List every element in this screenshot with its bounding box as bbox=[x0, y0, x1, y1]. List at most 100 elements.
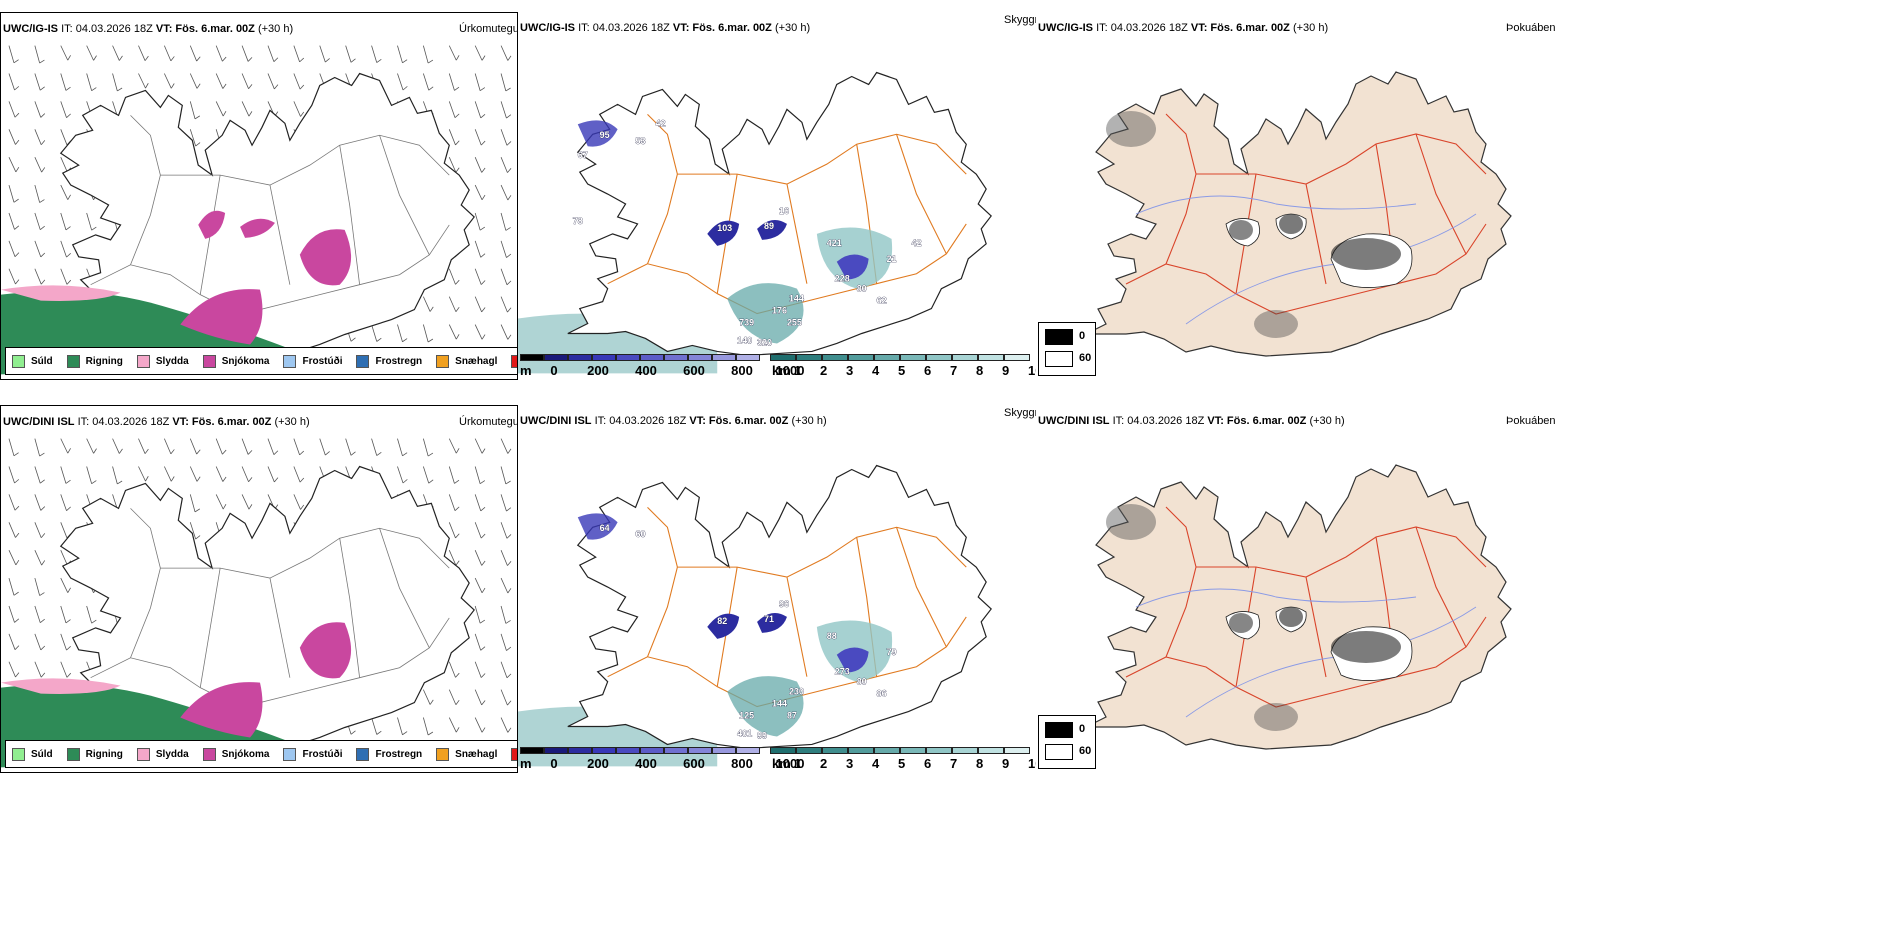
visibility-unit: km bbox=[772, 756, 791, 771]
snow-depth-label: 71 bbox=[764, 614, 774, 624]
visibility-tick: 7 bbox=[950, 363, 958, 378]
snow-depth-label: 255 bbox=[787, 318, 802, 328]
visibility-tick: 8 bbox=[976, 363, 984, 378]
legend-item: Frostúði bbox=[283, 747, 342, 761]
precip-map bbox=[1, 45, 512, 375]
snow-depth-ticks: m 0 200 400 600 800 1000 bbox=[520, 756, 814, 771]
legend-item: Haglél bbox=[511, 354, 517, 368]
field-title: Skyggni bbox=[1004, 14, 1036, 26]
legend-label: Súld bbox=[31, 355, 53, 367]
snow-depth-label: 67 bbox=[578, 150, 588, 160]
fog-index-legend: 0 60 bbox=[1038, 715, 1096, 769]
panel-title: UWC/IG-IS IT: 04.03.2026 18Z VT: Fös. 6.… bbox=[1038, 22, 1328, 34]
sleet-area bbox=[1, 285, 121, 301]
panel-title: UWC/IG-IS IT: 04.03.2026 18Z VT: Fös. 6.… bbox=[3, 23, 293, 35]
precip-type-legend: Súld Rigning Slydda Snjókoma Frostúði Frostre… bbox=[5, 740, 517, 768]
visibility-tick: 7 bbox=[950, 756, 958, 771]
snow-tick: 600 bbox=[683, 756, 705, 771]
snow-depth-label: 401 bbox=[737, 728, 752, 738]
snow-unit: m bbox=[520, 363, 532, 378]
init-time: IT: 04.03.2026 18Z bbox=[77, 416, 170, 428]
snow-depth-colorbar bbox=[520, 354, 760, 361]
legend-label: Slydda bbox=[155, 355, 189, 367]
fog-map bbox=[1085, 71, 1512, 357]
field-title: Þokuábendi bbox=[1506, 415, 1556, 427]
snow-depth-label: 176 bbox=[772, 306, 787, 316]
snow-depth-label: 88 bbox=[827, 631, 837, 641]
snow-tick: 1000 bbox=[775, 363, 805, 378]
snow-depth-label: 320 bbox=[757, 337, 772, 347]
valid-time: VT: Fös. 6.mar. 00Z bbox=[1207, 415, 1307, 427]
legend-label: Frostregn bbox=[375, 748, 423, 760]
legend-label: Snæhagl bbox=[455, 748, 498, 760]
legend-swatch bbox=[202, 747, 216, 761]
fog-map-panel: UWC/DINI ISL IT: 04.03.2026 18Z VT: Fös.… bbox=[1036, 405, 1556, 773]
snow-depth-label: 79 bbox=[887, 647, 897, 657]
snow-depth-label: 144 bbox=[772, 699, 787, 709]
lead-time: (+30 h) bbox=[274, 416, 310, 428]
fog-index-legend: 0 60 bbox=[1038, 322, 1096, 376]
snow-depth-label: 125 bbox=[739, 711, 754, 721]
visibility-tick: 6 bbox=[924, 756, 932, 771]
fog-legend-swatch bbox=[1045, 329, 1073, 345]
legend-label: Súld bbox=[31, 748, 53, 760]
panel-title: UWC/DINI ISL IT: 04.03.2026 18Z VT: Fös.… bbox=[3, 416, 310, 428]
legend-item: Frostregn bbox=[356, 747, 423, 761]
snow-depth-ticks: m 0 200 400 600 800 1000 bbox=[520, 363, 814, 378]
snow-tick: 0 bbox=[550, 363, 558, 378]
model-name: UWC/IG-IS bbox=[520, 22, 575, 34]
snow-tick: 0 bbox=[550, 756, 558, 771]
fog-legend-label: 0 bbox=[1079, 330, 1086, 342]
snow-depth-label: 228 bbox=[835, 274, 850, 284]
legend-swatch bbox=[136, 354, 150, 368]
legend-item: Slydda bbox=[136, 747, 189, 761]
legend-swatch bbox=[283, 354, 297, 368]
fog-legend-swatch bbox=[1045, 722, 1073, 738]
model-name: UWC/DINI ISL bbox=[520, 415, 592, 427]
snow-depth-label: 103 bbox=[717, 223, 732, 233]
snow-depth-label: 230 bbox=[789, 687, 804, 697]
model-name: UWC/DINI ISL bbox=[3, 416, 75, 428]
fog-map bbox=[1085, 464, 1512, 750]
snow-depth-label: 82 bbox=[717, 616, 727, 626]
sleet-area bbox=[1, 678, 121, 694]
snow-depth-label: 21 bbox=[887, 254, 897, 264]
visibility-ticks: km1 2 3 4 5 6 7 8 9 10 bbox=[772, 756, 1036, 771]
snow-depth-label: 144 bbox=[789, 294, 804, 304]
legend-item: Rigning bbox=[66, 747, 123, 761]
valid-time: VT: Fös. 6.mar. 00Z bbox=[1190, 22, 1290, 34]
lead-time: (+30 h) bbox=[1309, 415, 1345, 427]
legend-item: Haglél bbox=[511, 747, 517, 761]
snow-depth-label: 739 bbox=[739, 318, 754, 328]
legend-swatch bbox=[66, 354, 80, 368]
legend-swatch bbox=[356, 747, 370, 761]
snow-depth-label: 99 bbox=[757, 730, 767, 740]
field-title: Þokuábendi bbox=[1506, 22, 1556, 34]
fog-legend-swatch bbox=[1045, 351, 1073, 367]
visibility-ticks: km1 2 3 4 5 6 7 8 9 10 bbox=[772, 363, 1036, 378]
legend-item: Slydda bbox=[136, 354, 189, 368]
fog-legend-label: 60 bbox=[1079, 352, 1092, 364]
fog-map-panel: UWC/IG-IS IT: 04.03.2026 18Z VT: Fös. 6.… bbox=[1036, 12, 1556, 380]
legend-item: Frostúði bbox=[283, 354, 343, 368]
visibility-tick: 1 bbox=[794, 756, 802, 771]
snow-depth-label: 89 bbox=[764, 221, 774, 231]
init-time: IT: 04.03.2026 18Z bbox=[594, 415, 687, 427]
snow-depth-label: 140 bbox=[737, 335, 752, 345]
lead-time: (+30 h) bbox=[774, 22, 811, 34]
legend-swatch bbox=[12, 747, 25, 761]
init-time: IT: 04.03.2026 18Z bbox=[578, 22, 670, 34]
field-title: Skyggni bbox=[1004, 407, 1036, 419]
valid-time: VT: Fös. 6.mar. 00Z bbox=[172, 416, 272, 428]
visibility-tick: 10 bbox=[1028, 363, 1036, 378]
visibility-tick: 8 bbox=[976, 756, 984, 771]
visibility-colorbar bbox=[770, 354, 1030, 361]
model-name: UWC/IG-IS bbox=[3, 23, 58, 35]
legend-item: Snjókoma bbox=[202, 747, 269, 761]
snow-depth-label: 16 bbox=[779, 206, 789, 216]
legend-item: Snæhagl bbox=[436, 354, 497, 368]
legend-swatch bbox=[136, 747, 150, 761]
legend-item: Rigning bbox=[66, 354, 123, 368]
legend-label: Frostúði bbox=[302, 355, 343, 367]
